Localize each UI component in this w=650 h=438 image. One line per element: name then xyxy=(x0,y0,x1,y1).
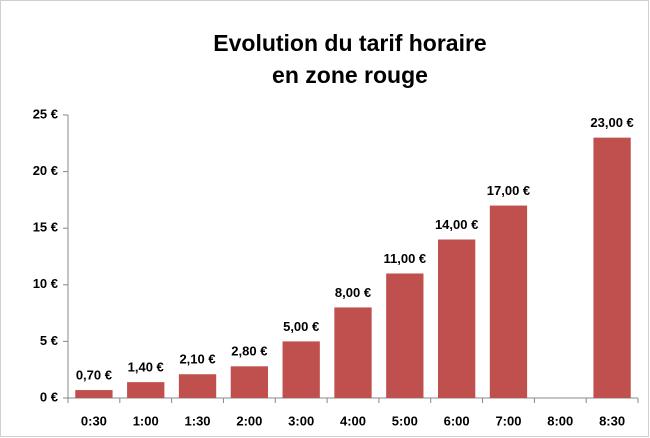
value-label: 23,00 € xyxy=(590,115,633,130)
x-tick-label: 8:00 xyxy=(547,413,573,428)
x-tick-label: 1:00 xyxy=(133,413,159,428)
x-tick-label: 7:00 xyxy=(495,413,521,428)
value-label: 1,40 € xyxy=(128,360,164,375)
x-tick-label: 3:00 xyxy=(288,413,314,428)
x-tick-label: 4:00 xyxy=(340,413,366,428)
y-tick-label: 25 € xyxy=(33,106,58,121)
bar xyxy=(489,205,528,398)
x-tick-label: 5:00 xyxy=(392,413,418,428)
x-tick-label: 6:00 xyxy=(444,413,470,428)
value-label: 2,80 € xyxy=(231,344,267,359)
y-tick-label: 15 € xyxy=(33,220,58,235)
x-tick-label: 1:30 xyxy=(185,413,211,428)
y-tick-label: 5 € xyxy=(40,333,58,348)
bar xyxy=(127,382,165,398)
value-label: 5,00 € xyxy=(283,319,319,334)
chart-title: Evolution du tarif horaire xyxy=(213,30,486,56)
x-tick-label: 2:00 xyxy=(236,413,262,428)
bar xyxy=(334,307,372,398)
bar xyxy=(386,273,424,398)
bar xyxy=(437,239,476,398)
chart-title: en zone rouge xyxy=(272,62,428,88)
bar xyxy=(282,341,320,398)
value-label: 14,00 € xyxy=(435,217,478,232)
value-label: 8,00 € xyxy=(335,285,371,300)
bar xyxy=(75,390,113,398)
value-label: 11,00 € xyxy=(383,251,426,266)
bar xyxy=(593,137,631,398)
y-tick-label: 20 € xyxy=(33,163,58,178)
y-tick-label: 10 € xyxy=(33,276,58,291)
value-label: 17,00 € xyxy=(487,183,530,198)
bar xyxy=(230,366,269,398)
bar xyxy=(178,374,217,398)
x-tick-label: 8:30 xyxy=(599,413,625,428)
value-label: 0,70 € xyxy=(76,368,112,383)
value-label: 2,10 € xyxy=(179,352,215,367)
y-tick-label: 0 € xyxy=(40,389,58,404)
x-tick-label: 0:30 xyxy=(81,413,107,428)
